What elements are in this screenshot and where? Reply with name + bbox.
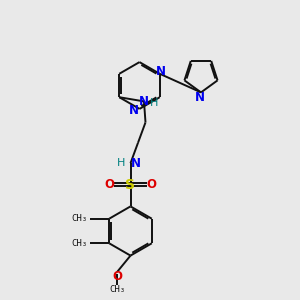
Text: CH₃: CH₃ — [71, 239, 87, 248]
Text: H: H — [117, 158, 125, 168]
Text: CH₃: CH₃ — [109, 285, 125, 294]
Text: S: S — [125, 178, 136, 192]
Text: O: O — [146, 178, 156, 191]
Text: N: N — [194, 91, 205, 104]
Text: N: N — [139, 95, 149, 108]
Text: O: O — [112, 269, 122, 283]
Text: N: N — [156, 65, 166, 78]
Text: N: N — [130, 157, 140, 170]
Text: N: N — [129, 104, 139, 117]
Text: H: H — [150, 98, 159, 108]
Text: CH₃: CH₃ — [71, 214, 87, 223]
Text: O: O — [105, 178, 115, 191]
